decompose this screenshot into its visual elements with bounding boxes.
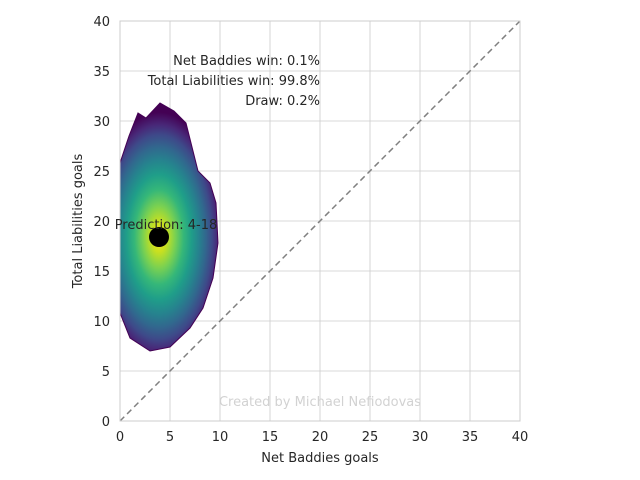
outcome-total-liabilities-win: Total Liabilities win: 99.8% [147, 74, 320, 89]
x-tick-label: 15 [262, 430, 279, 445]
x-tick-label: 0 [116, 430, 124, 445]
axis-ticks: 0 5 10 15 20 25 30 35 40 0 5 10 15 20 25 30 35 40 [93, 15, 528, 445]
prediction-label: Prediction: 4-18 [115, 218, 218, 233]
density-heatmap [119, 102, 219, 352]
x-tick-label: 40 [512, 430, 529, 445]
y-tick-label: 40 [93, 15, 110, 30]
x-axis-label: Net Baddies goals [261, 451, 379, 466]
prediction-marker [149, 227, 169, 247]
y-tick-label: 35 [93, 65, 110, 80]
outcome-net-baddies-win: Net Baddies win: 0.1% [173, 54, 320, 69]
y-tick-label: 30 [93, 115, 110, 130]
x-tick-label: 5 [166, 430, 174, 445]
y-tick-label: 15 [93, 265, 110, 280]
y-tick-label: 10 [93, 315, 110, 330]
x-tick-label: 35 [462, 430, 479, 445]
plot-frame [119, 20, 521, 422]
x-tick-label: 10 [212, 430, 229, 445]
y-tick-label: 25 [93, 165, 110, 180]
outcome-probabilities: Net Baddies win: 0.1% Total Liabilities … [147, 54, 320, 109]
y-axis-label: Total Liabilities goals [71, 153, 86, 289]
y-tick-label: 20 [93, 215, 110, 230]
y-tick-label: 5 [102, 365, 110, 380]
diagonal-draw-line [119, 20, 521, 422]
x-tick-label: 25 [362, 430, 379, 445]
x-tick-label: 20 [312, 430, 329, 445]
x-tick-label: 30 [412, 430, 429, 445]
y-tick-label: 0 [102, 415, 110, 430]
density-region [119, 102, 219, 352]
outcome-draw: Draw: 0.2% [245, 94, 320, 109]
watermark: Created by Michael Nefiodovas [219, 395, 421, 410]
